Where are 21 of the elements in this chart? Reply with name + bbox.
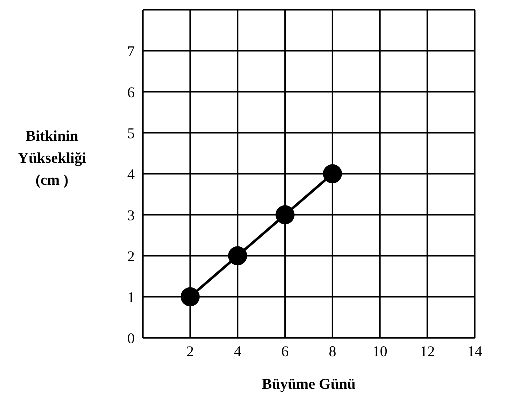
point xyxy=(228,246,248,266)
point xyxy=(180,288,200,306)
x-tick-label: 2 xyxy=(186,344,194,361)
x-tick-label: 4 xyxy=(234,344,242,361)
y-tick-label: 2 xyxy=(128,249,135,266)
x-tick-label: 6 xyxy=(282,344,290,361)
x-axis-title: Büyüme Günü xyxy=(262,377,356,393)
y-tick-label: 4 xyxy=(128,167,136,184)
y-tick-label: 3 xyxy=(128,208,135,224)
point xyxy=(323,164,342,184)
y-tick-label: 0 xyxy=(128,331,135,348)
x-tick-label: 14 xyxy=(468,344,483,361)
y-tick-label: 1 xyxy=(128,290,135,306)
point xyxy=(276,206,295,224)
y-tick-label: 5 xyxy=(128,126,135,142)
y-axis-title: Bitkinin Yüksekliği (cm ) xyxy=(18,128,86,191)
x-tick-label: 10 xyxy=(372,344,388,361)
y-tick-label: 7 xyxy=(128,44,136,60)
x-tick-label: 8 xyxy=(328,344,336,361)
y-tick-label: 6 xyxy=(128,85,136,102)
x-tick-label: 12 xyxy=(420,344,436,361)
